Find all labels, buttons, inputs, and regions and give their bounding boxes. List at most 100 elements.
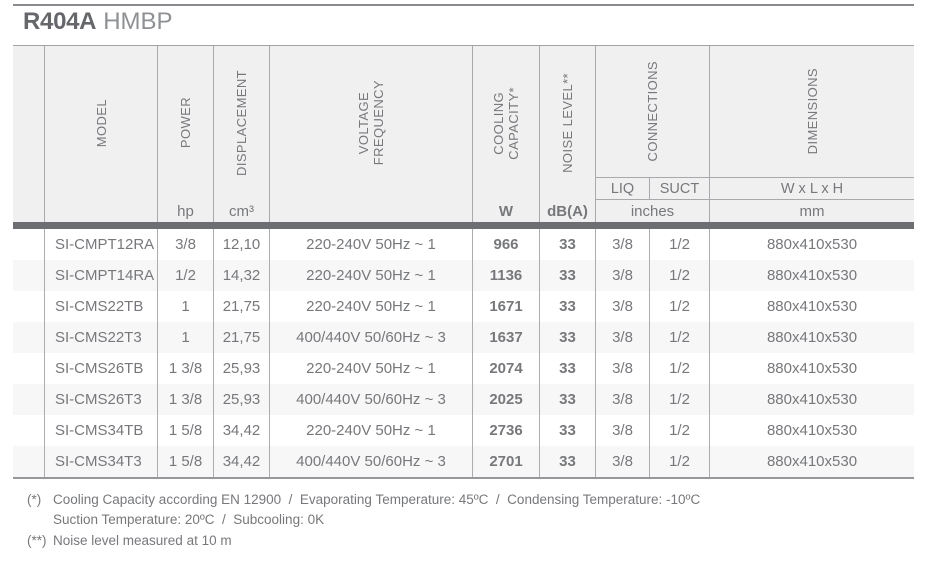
cell-voltage: 400/440V 50/60Hz ~ 3 — [270, 384, 473, 415]
cell-suct: 1/2 — [650, 291, 710, 322]
header-power-label: POWER — [178, 97, 193, 149]
cell-cooling: 2736 — [473, 415, 540, 446]
header-connections-label: CONNECTIONS — [645, 61, 660, 162]
table-row: SI-CMS26TB 1 3/8 25,93 220-240V 50Hz ~ 1… — [13, 353, 914, 384]
cell-gutter — [13, 446, 45, 477]
cell-cooling: 1671 — [473, 291, 540, 322]
cell-model: SI-CMS22TB — [45, 291, 158, 322]
table-body: SI-CMPT12RA 3/8 12,10 220-240V 50Hz ~ 1 … — [13, 229, 914, 477]
cell-suct: 1/2 — [650, 446, 710, 477]
cell-voltage: 220-240V 50Hz ~ 1 — [270, 291, 473, 322]
footnote-text: Cooling Capacity according EN 12900 / Ev… — [53, 491, 701, 507]
cell-voltage: 400/440V 50/60Hz ~ 3 — [270, 446, 473, 477]
cooling-unit-label: W — [498, 202, 514, 220]
cell-suct: 1/2 — [650, 229, 710, 260]
header-voltage-unit — [270, 200, 473, 222]
header-cooling-capacity-label: COOLING CAPACITY* — [491, 86, 521, 160]
header-dimensions-label: DIMENSIONS — [804, 68, 820, 155]
cell-power: 1/2 — [158, 260, 214, 291]
table-row: SI-CMS22T3 1 21,75 400/440V 50/60Hz ~ 3 … — [13, 322, 914, 353]
header-displacement-label: DISPLACEMENT — [234, 70, 249, 176]
header-power-unit: hp — [158, 200, 214, 222]
cell-suct: 1/2 — [650, 322, 710, 353]
cell-dimensions: 880x410x530 — [766, 329, 858, 346]
liq-label: LIQ — [610, 180, 635, 197]
cell-power: 1 3/8 — [158, 353, 214, 384]
cell-cooling: 1637 — [473, 322, 540, 353]
header-divider-bar — [13, 222, 914, 229]
cell-power: 1 3/8 — [158, 384, 214, 415]
cell-power: 1 5/8 — [158, 446, 214, 477]
cell-power: 1 5/8 — [158, 415, 214, 446]
cell-dimensions: 880x410x530 — [766, 391, 858, 408]
cell-voltage: 400/440V 50/60Hz ~ 3 — [270, 322, 473, 353]
header-dimensions-unit: mm — [710, 200, 914, 222]
cell-liq: 3/8 — [596, 353, 650, 384]
cell-voltage: 220-240V 50Hz ~ 1 — [270, 229, 473, 260]
header-noise-unit: dB(A) — [540, 200, 596, 222]
page-title: R404A HMBP — [23, 8, 173, 36]
cell-liq: 3/8 — [596, 260, 650, 291]
cell-model: SI-CMS22T3 — [45, 322, 158, 353]
cell-cooling: 2074 — [473, 353, 540, 384]
cell-displacement: 21,75 — [214, 291, 270, 322]
cell-noise: 33 — [540, 260, 596, 291]
header-gutter — [13, 46, 45, 222]
header-displacement-unit: cm³ — [214, 200, 270, 222]
header-noise-level: NOISE LEVEL** — [540, 46, 596, 200]
footnote-marker: (**) — [27, 532, 47, 548]
header-model: MODEL — [45, 46, 158, 200]
header-voltage-frequency: VOLTAGE FREQUENCY — [270, 46, 473, 200]
cell-displacement: 34,42 — [214, 415, 270, 446]
application-range: HMBP — [103, 8, 173, 35]
cell-suct: 1/2 — [650, 415, 710, 446]
cell-gutter — [13, 322, 45, 353]
cell-power: 1 — [158, 291, 214, 322]
footnote-text: Suction Temperature: 20ºC / Subcooling: … — [53, 512, 325, 528]
header-power: POWER — [158, 46, 214, 200]
header-wxlxh: W x L x H — [710, 178, 914, 200]
cell-suct: 1/2 — [650, 384, 710, 415]
table-row: SI-CMS34TB 1 5/8 34,42 220-240V 50Hz ~ 1… — [13, 415, 914, 446]
cell-cooling: 2025 — [473, 384, 540, 415]
dimensions-unit-label: mm — [799, 202, 825, 220]
refrigerant-name: R404A — [23, 8, 97, 35]
cell-noise: 33 — [540, 322, 596, 353]
cell-noise: 33 — [540, 229, 596, 260]
header-displacement: DISPLACEMENT — [214, 46, 270, 200]
cell-displacement: 25,93 — [214, 384, 270, 415]
cell-dimensions: 880x410x530 — [766, 267, 858, 284]
cell-voltage: 220-240V 50Hz ~ 1 — [270, 415, 473, 446]
cell-gutter — [13, 415, 45, 446]
cell-liq: 3/8 — [596, 229, 650, 260]
power-unit-label: hp — [177, 202, 194, 220]
header-voltage-frequency-label: VOLTAGE FREQUENCY — [356, 80, 386, 166]
cell-dimensions: 880x410x530 — [766, 236, 858, 253]
connections-unit-label: inches — [630, 202, 675, 220]
table-row: SI-CMPT12RA 3/8 12,10 220-240V 50Hz ~ 1 … — [13, 229, 914, 260]
cell-power: 1 — [158, 322, 214, 353]
header-connections-unit: inches — [596, 200, 710, 222]
table-row: SI-CMS34T3 1 5/8 34,42 400/440V 50/60Hz … — [13, 446, 914, 477]
top-rule — [13, 4, 914, 6]
table-row: SI-CMS22TB 1 21,75 220-240V 50Hz ~ 1 167… — [13, 291, 914, 322]
cell-liq: 3/8 — [596, 322, 650, 353]
cell-displacement: 21,75 — [214, 322, 270, 353]
cell-displacement: 12,10 — [214, 229, 270, 260]
cell-cooling: 966 — [473, 229, 540, 260]
table-row: SI-CMPT14RA 1/2 14,32 220-240V 50Hz ~ 1 … — [13, 260, 914, 291]
cell-noise: 33 — [540, 291, 596, 322]
header-connections: CONNECTIONS — [596, 46, 710, 178]
footnote-marker: (*) — [27, 491, 42, 507]
wxlxh-label: W x L x H — [780, 180, 844, 197]
header-dimensions: DIMENSIONS — [710, 46, 914, 178]
cell-model: SI-CMPT12RA — [45, 229, 158, 260]
header-border-top — [13, 45, 914, 46]
table-bottom-border — [13, 477, 914, 479]
header-suct: SUCT — [650, 178, 710, 200]
cell-voltage: 220-240V 50Hz ~ 1 — [270, 260, 473, 291]
noise-unit-label: dB(A) — [547, 202, 588, 220]
cell-power: 3/8 — [158, 229, 214, 260]
header-cooling-unit: W — [473, 200, 540, 222]
